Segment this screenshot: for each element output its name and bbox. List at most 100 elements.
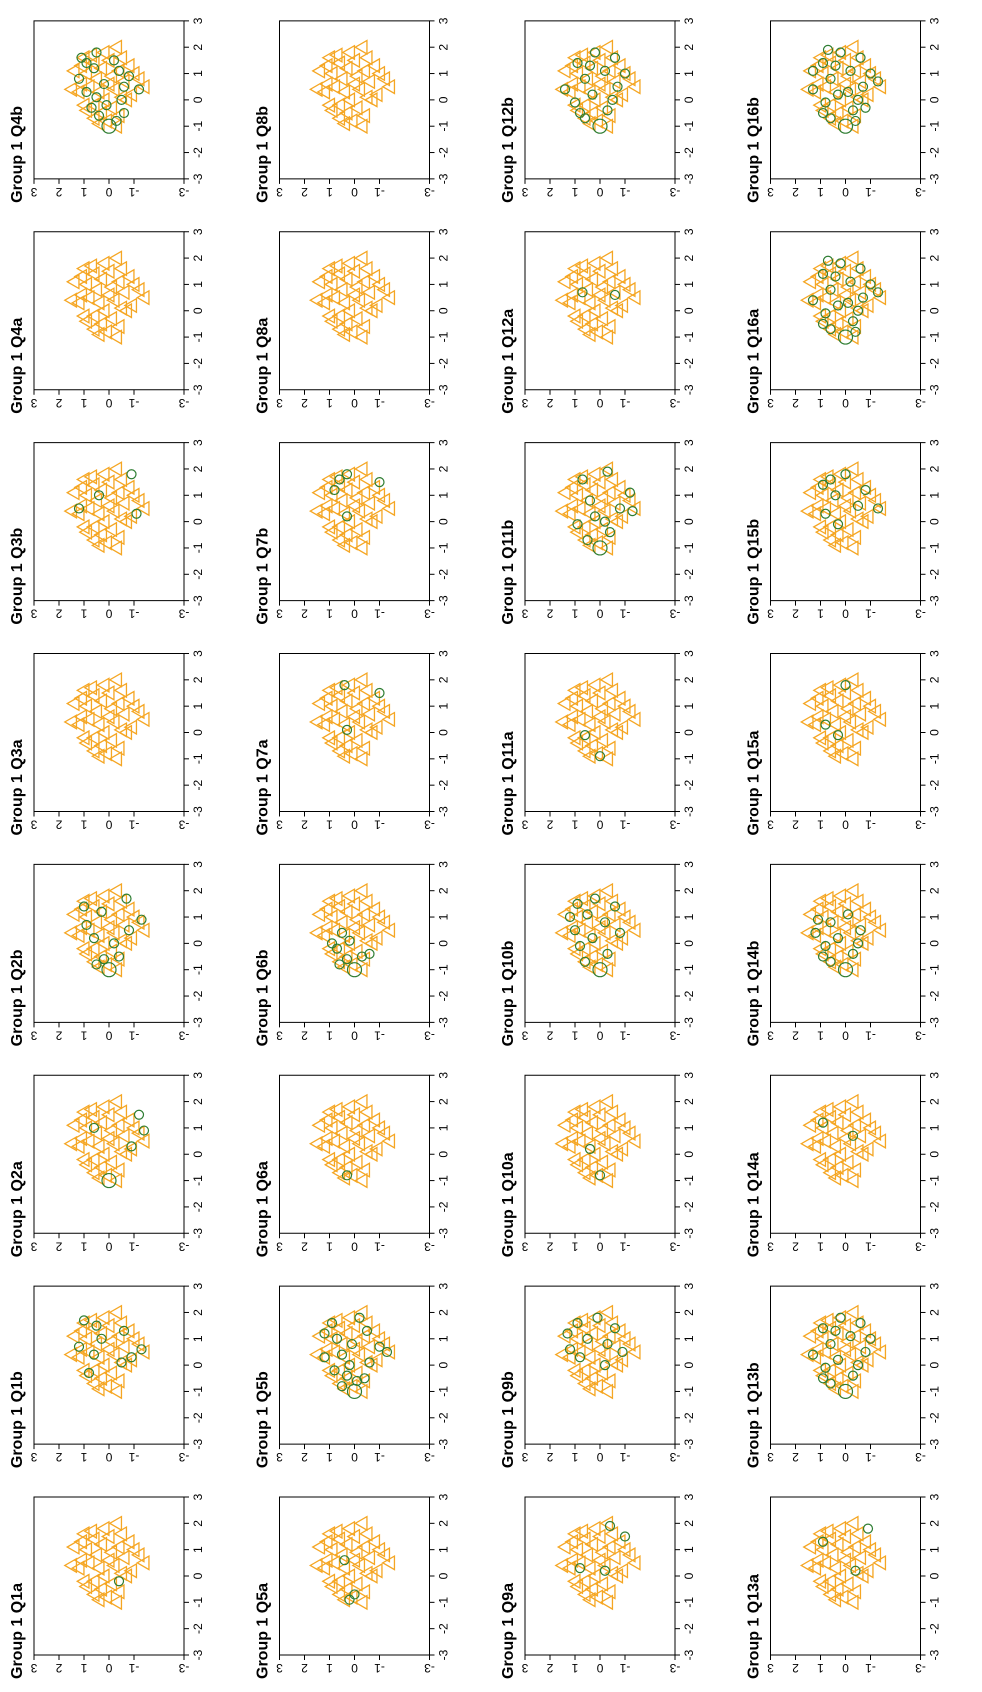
group-triangle-marker: [569, 946, 584, 962]
group-triangle-marker: [356, 1583, 371, 1600]
group-triangle-marker: [594, 310, 609, 327]
x-tick-label: 1: [191, 492, 205, 499]
y-tick-label: -1: [619, 396, 630, 410]
y-tick-label: 1: [571, 1450, 578, 1464]
question-circle-marker: [820, 1362, 831, 1373]
group-triangle-marker: [807, 1349, 822, 1366]
group-triangle-marker: [358, 471, 373, 488]
x-tick-label: 1: [682, 1335, 696, 1342]
group-triangle-marker: [105, 924, 120, 941]
group-triangle-marker: [123, 297, 138, 314]
group-triangle-marker: [626, 922, 641, 939]
x-tick-label: -1: [682, 121, 696, 132]
group-triangle-marker: [88, 1547, 103, 1563]
group-triangle-marker: [130, 1336, 145, 1352]
group-triangle-marker: [849, 471, 864, 488]
x-tick-label: 2: [682, 887, 696, 894]
question-circle-marker: [850, 326, 861, 337]
x-tick-label: 3: [437, 1493, 451, 1500]
question-circle-marker: [96, 906, 107, 917]
group-triangle-marker: [78, 698, 93, 715]
group-triangle-marker: [336, 326, 351, 343]
x-tick-label: 3: [928, 861, 942, 868]
group-triangle-marker: [348, 521, 363, 538]
group-triangle-marker: [571, 500, 586, 517]
group-triangle-marker: [65, 1328, 80, 1345]
y-tick-label: -1: [865, 1450, 876, 1464]
group-triangle-marker: [336, 716, 351, 733]
y-tick-label: 1: [817, 1661, 824, 1675]
x-tick-label: 0: [682, 1572, 696, 1579]
question-circle-marker: [589, 893, 601, 904]
group-triangle-marker: [591, 474, 606, 491]
group-triangle-marker: [85, 321, 100, 338]
y-tick-label: 3: [521, 1450, 528, 1464]
y-tick-label: -1: [374, 818, 385, 832]
x-tick-label: 2: [191, 465, 205, 472]
group-triangle-marker: [308, 1135, 323, 1152]
x-tick-label: 0: [437, 518, 451, 525]
group-triangle-marker: [556, 695, 571, 712]
group-triangle-marker: [110, 695, 125, 712]
group-triangle-marker: [113, 1315, 128, 1331]
group-triangle-marker: [566, 49, 581, 66]
group-triangle-marker: [847, 484, 862, 501]
question-circle-marker: [118, 107, 130, 119]
group-triangle-marker: [70, 927, 85, 944]
group-triangle-marker: [381, 1344, 396, 1360]
x-tick-label: 0: [682, 96, 696, 103]
question-circle-marker: [845, 276, 856, 287]
group-triangle-marker: [321, 1573, 336, 1590]
x-tick-label: 3: [437, 439, 451, 446]
x-tick-label: -2: [437, 1201, 451, 1212]
group-triangle-marker: [829, 271, 844, 288]
y-tick-label: -1: [128, 607, 139, 621]
question-circle-marker: [825, 113, 836, 124]
question-circle-marker: [582, 1333, 593, 1344]
group-triangle-marker: [328, 47, 343, 63]
x-tick-label: 3: [191, 861, 205, 868]
group-triangle-marker: [115, 495, 130, 512]
group-triangle-marker: [318, 57, 333, 74]
x-tick-label: 1: [682, 492, 696, 499]
group-triangle-marker: [353, 1093, 368, 1110]
panel-title: Group 1 Q12b: [500, 97, 517, 203]
x-tick-label: 1: [928, 492, 942, 499]
group-triangle-marker: [108, 1093, 123, 1110]
group-triangle-marker: [827, 1138, 842, 1155]
group-triangle-marker: [812, 97, 827, 114]
question-circle-marker: [572, 1317, 583, 1329]
group-triangle-marker: [847, 1539, 862, 1555]
group-triangle-marker: [601, 1539, 616, 1555]
x-tick-label: -2: [437, 569, 451, 580]
group-triangle-marker: [847, 740, 862, 757]
group-triangle-marker: [353, 540, 368, 556]
x-tick-label: 3: [928, 228, 942, 235]
group-triangle-marker: [606, 73, 621, 90]
group-triangle-marker: [832, 1098, 847, 1115]
group-triangle-marker: [616, 698, 631, 715]
group-triangle-marker: [93, 693, 108, 709]
group-triangle-marker: [854, 1146, 869, 1163]
group-triangle-marker: [105, 81, 120, 98]
group-triangle-marker: [346, 474, 361, 491]
question-circle-marker: [346, 1338, 358, 1350]
group-triangle-marker: [839, 521, 854, 538]
group-triangle-marker: [75, 308, 90, 324]
group-triangle-marker: [591, 497, 606, 514]
x-tick-label: 3: [437, 861, 451, 868]
y-tick-label: 2: [792, 1450, 799, 1464]
group-triangle-marker: [554, 1557, 569, 1574]
group-triangle-marker: [581, 1591, 596, 1608]
group-triangle-marker: [807, 294, 822, 311]
question-circle-marker: [825, 73, 836, 84]
group-triangle-marker: [115, 73, 130, 90]
question-circle-marker: [832, 519, 844, 530]
group-triangle-marker: [829, 316, 844, 332]
group-triangle-marker: [594, 943, 609, 960]
question-circle-marker: [572, 898, 583, 909]
group-triangle-marker: [135, 711, 150, 728]
question-circle-marker: [76, 52, 87, 63]
group-triangle-marker: [376, 703, 391, 720]
